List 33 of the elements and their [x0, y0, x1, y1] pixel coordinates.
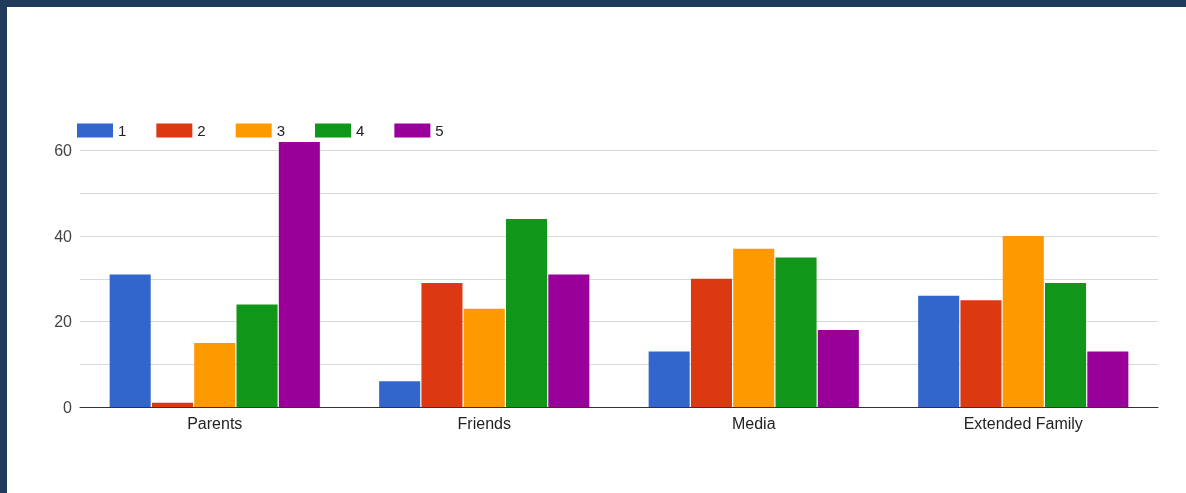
legend-label: 5 [435, 122, 444, 139]
bar [278, 142, 320, 407]
bar [775, 257, 817, 407]
bar [151, 402, 193, 407]
bar [463, 308, 505, 407]
bar [421, 283, 463, 407]
legend-label: 3 [276, 122, 286, 139]
bar [960, 300, 1002, 407]
bar [1002, 236, 1044, 407]
bar [194, 342, 236, 407]
y-tick-label: 0 [63, 398, 73, 416]
x-tick-label: Parents [187, 414, 243, 432]
bar [690, 278, 732, 407]
legend-label: 4 [356, 122, 365, 139]
bar [1087, 351, 1129, 407]
bar [548, 274, 590, 407]
bar [236, 304, 278, 407]
bar [648, 351, 690, 407]
y-tick-label: 20 [54, 313, 73, 331]
y-tick-label: 60 [54, 142, 73, 160]
bar [817, 330, 859, 407]
x-tick-label: Friends [457, 414, 511, 432]
bar [379, 381, 421, 407]
y-tick-label: 40 [54, 227, 73, 245]
bar [109, 274, 151, 407]
bar [918, 295, 960, 407]
legend-label: 2 [197, 122, 206, 139]
legend-label: 1 [118, 122, 127, 139]
bar [733, 248, 775, 407]
x-tick-label: Media [731, 414, 776, 432]
bar [506, 218, 548, 407]
bar [1045, 283, 1087, 407]
x-tick-label: Extended Family [963, 414, 1083, 432]
